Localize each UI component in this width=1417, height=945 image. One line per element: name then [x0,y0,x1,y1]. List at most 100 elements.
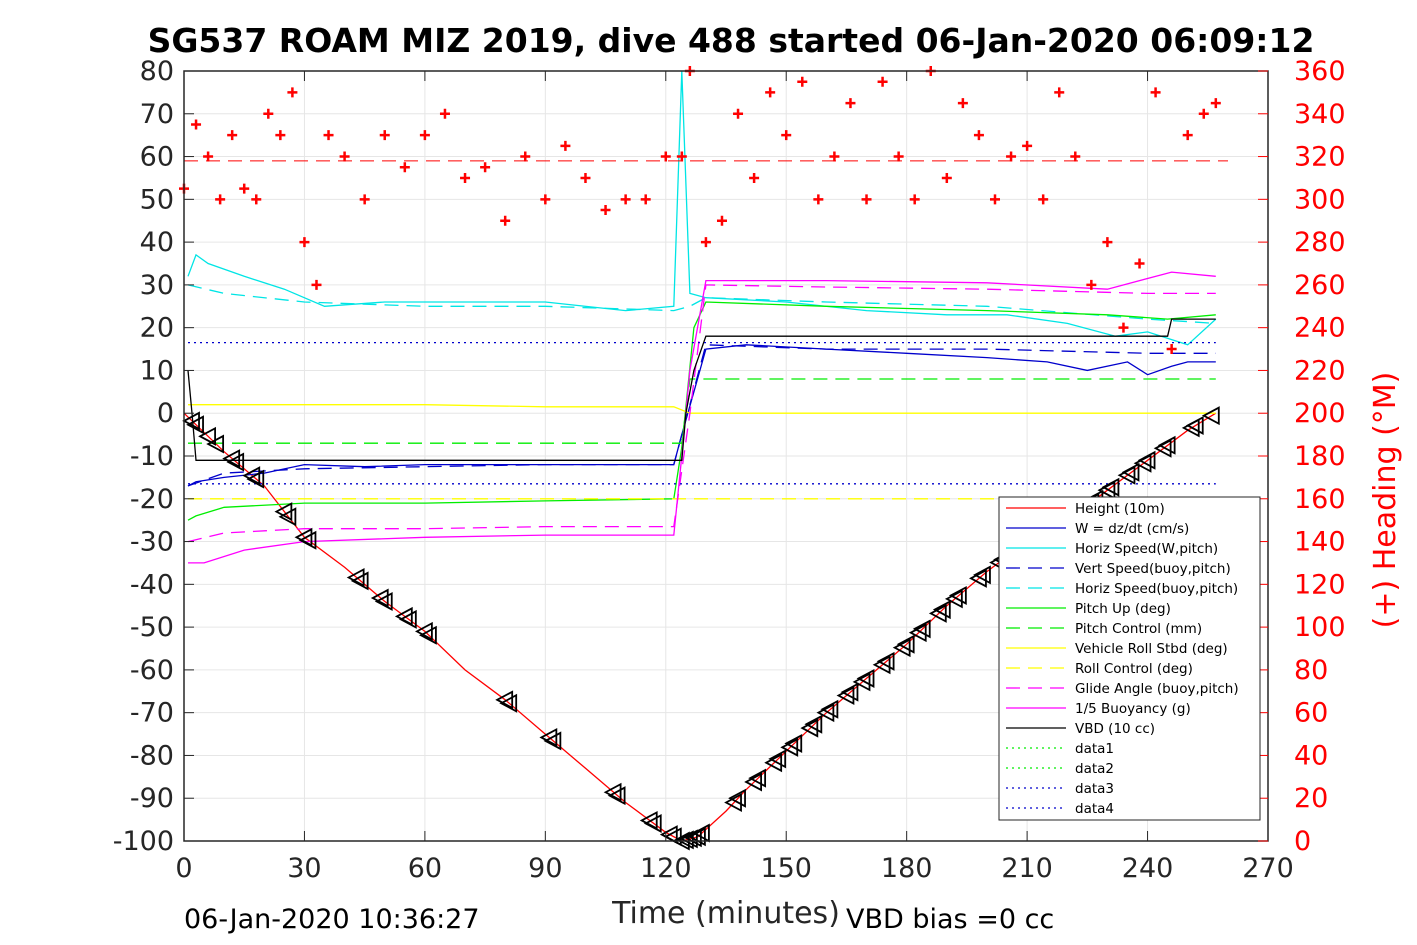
y-right-tick-label: 240 [1294,313,1346,344]
ticks-layer: 0 30 60 90 120 150 180 210 240 270-100-90-80-70-6… [113,56,1346,884]
y-right-tick-label: 40 [1294,740,1328,771]
heading-point [239,183,250,194]
depth-marker [226,452,245,472]
y-right-tick-label: 360 [1294,56,1346,87]
depth-marker [1157,435,1176,455]
legend-label: data4 [1075,801,1114,817]
heading-point [781,130,792,141]
depth-marker [374,591,393,611]
legend-label: Glide Angle (buoy,pitch) [1075,681,1239,697]
legend-label: Roll Control (deg) [1075,661,1193,677]
depth-marker [1137,450,1156,470]
y-right-tick-label: 140 [1294,527,1346,558]
y-right-tick-label: 320 [1294,142,1346,173]
series-line-3 [187,344,1216,487]
depth-marker [744,772,763,792]
x-tick-label: 150 [760,853,812,884]
legend-label: Vehicle Roll Stbd (deg) [1075,641,1228,657]
heading-point [909,194,920,205]
depth-marker [876,651,895,671]
legend-label: Horiz Speed(buoy,pitch) [1075,581,1238,597]
depth-marker [784,733,803,753]
y-right-tick-label: 160 [1294,484,1346,515]
y-tick-label: -30 [130,527,174,558]
y-axis-label-right: (+) Heading (°M) [1368,372,1403,629]
y-tick-label: 70 [140,99,174,130]
depth-marker [607,786,626,806]
depth-marker [724,793,742,812]
x-tick-label: 60 [408,853,442,884]
x-tick-label: 90 [528,853,562,884]
heading-point [500,215,511,226]
heading-point [323,130,334,141]
heading-point [191,119,202,130]
heading-point [379,130,390,141]
legend-label: W = dz/dt (cm/s) [1075,521,1189,537]
heading-point [1134,258,1145,269]
y-right-tick-label: 180 [1294,441,1346,472]
depth-marker [414,621,433,641]
heading-point [877,76,888,87]
y-tick-label: -90 [130,783,174,814]
depth-marker [800,718,819,738]
series-layer [183,70,1217,842]
y-tick-label: -70 [130,698,174,729]
heading-point [620,194,631,205]
heading-point [957,98,968,109]
heading-point [861,194,872,205]
y-right-tick-label: 200 [1294,398,1346,429]
y-tick-label: 40 [140,227,174,258]
heading-point [700,237,711,248]
heading-point [251,194,262,205]
heading-point [1086,279,1097,290]
y-tick-label: -100 [113,826,174,857]
heading-point [716,215,727,226]
y-tick-label: -60 [130,655,174,686]
legend: Height (10m) W = dz/dt (cm/s) Horiz Speed(… [998,496,1261,821]
depth-marker [603,782,622,802]
depth-marker [278,507,297,527]
legend-label: Horiz Speed(W,pitch) [1075,541,1218,557]
depth-marker [346,567,365,587]
y-tick-label: -50 [130,612,174,643]
depth-marker [969,568,987,588]
series-line-7 [188,404,1216,414]
legend-label: VBD (10 cc) [1075,721,1155,737]
depth-marker [856,668,875,688]
depth-marker [679,829,698,849]
depth-marker [896,634,915,654]
depth-marker [206,434,225,454]
depth-marker [840,682,859,702]
heading-point [813,194,824,205]
depth-marker [1101,477,1120,497]
legend-label: data3 [1075,781,1114,797]
depth-marker [908,623,927,643]
heading-point [1054,87,1065,98]
legend-label: 1/5 Buoyancy (g) [1075,701,1191,717]
legend-label: Pitch Control (mm) [1075,621,1202,637]
y-right-tick-label: 300 [1294,184,1346,215]
heading-point [640,194,651,205]
heading-point [749,172,760,183]
y-right-tick-label: 100 [1294,612,1346,643]
y-right-tick-label: 280 [1294,227,1346,258]
depth-marker [370,588,389,608]
legend-label: data1 [1075,741,1114,757]
heading-point [1038,194,1049,205]
y-tick-label: -40 [130,569,174,600]
heading-layer [179,66,1228,355]
heading-point [419,130,430,141]
heading-point [797,76,808,87]
y-tick-label: 60 [140,142,174,173]
y-right-tick-label: 340 [1294,99,1346,130]
heading-point [1198,108,1209,119]
depth-marker [242,466,261,486]
heading-point [660,151,671,162]
y-right-tick-label: 260 [1294,270,1346,301]
depth-marker [768,749,787,769]
heading-point [1182,130,1193,141]
depth-marker [948,585,967,605]
depth-marker [350,571,369,591]
x-axis-label: Time (minutes) [611,896,840,931]
heading-point [227,130,238,141]
